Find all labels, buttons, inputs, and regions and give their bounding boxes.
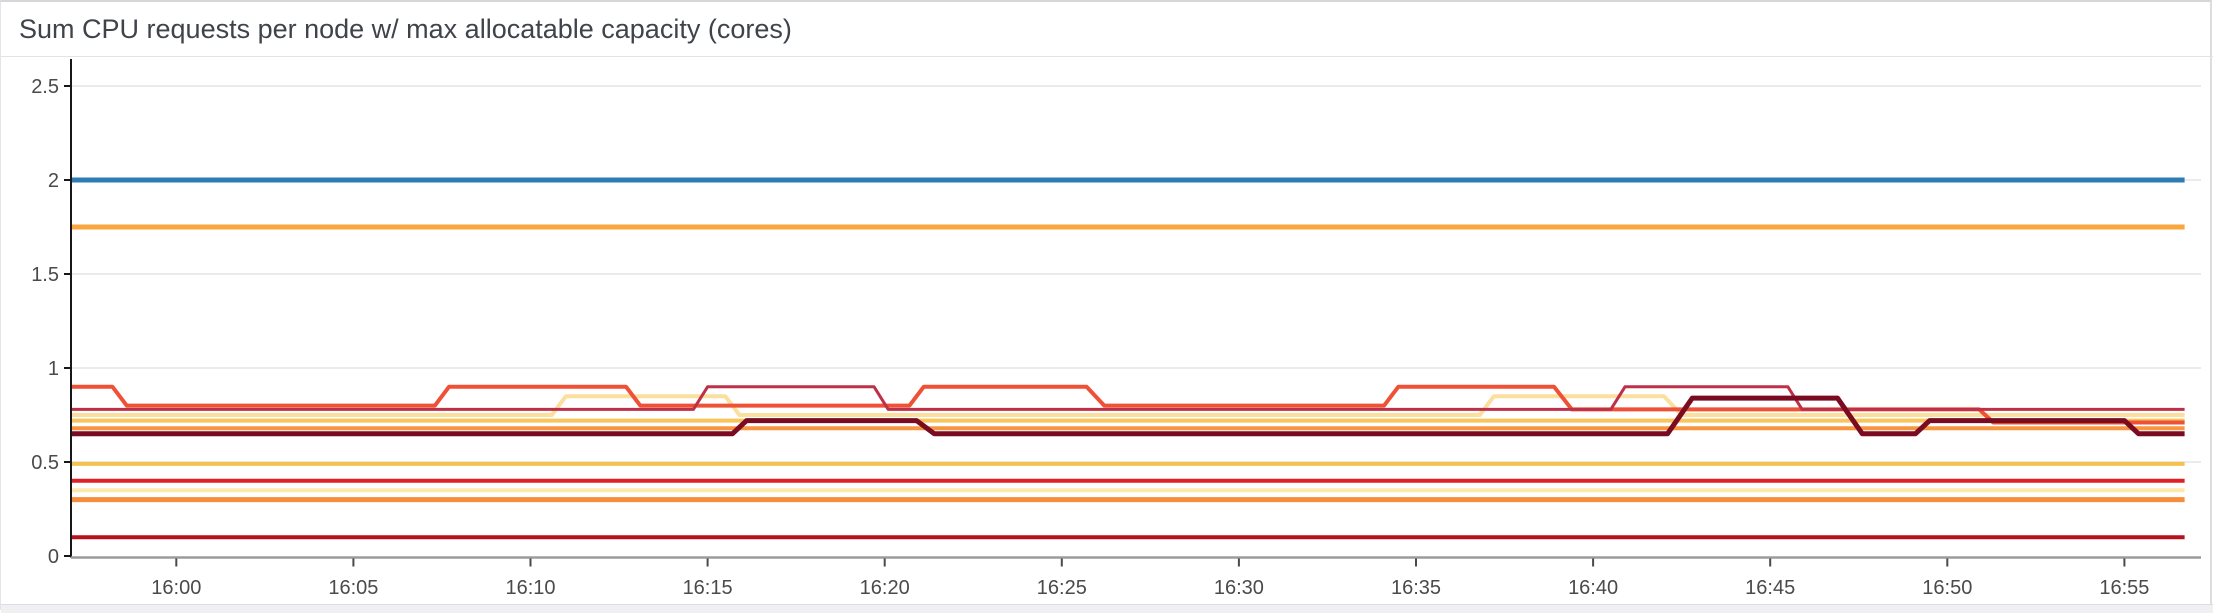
- x-tick-label-16:40: 16:40: [1568, 577, 1618, 599]
- y-tick-label-2.5: 2.5: [31, 76, 59, 98]
- y-tick-label-0.5: 0.5: [31, 452, 59, 474]
- y-tick-label-2: 2: [48, 170, 59, 192]
- title-separator: [1, 56, 2213, 57]
- panel-title: Sum CPU requests per node w/ max allocat…: [19, 14, 792, 44]
- series-line-s5-cream-steps: [72, 394, 2185, 417]
- series-line-s8-maroon-steps: [72, 395, 2185, 437]
- panel-bottom-edge: [1, 604, 2213, 613]
- x-tick-label-16:00: 16:00: [151, 577, 201, 599]
- y-tick-label-1: 1: [48, 358, 59, 380]
- x-tick-label-16:25: 16:25: [1037, 577, 1087, 599]
- x-tick-label-16:35: 16:35: [1391, 577, 1441, 599]
- series-line-s3-vermilion-steps: [72, 384, 2185, 425]
- x-tick-label-16:10: 16:10: [505, 577, 555, 599]
- x-tick-label-16:15: 16:15: [683, 577, 733, 599]
- y-tick-label-0: 0: [48, 546, 59, 568]
- x-tick-label-16:05: 16:05: [328, 577, 378, 599]
- y-tick-label-1.5: 1.5: [31, 264, 59, 286]
- x-tick-label-16:45: 16:45: [1745, 577, 1795, 599]
- x-tick-label-16:20: 16:20: [860, 577, 910, 599]
- x-tick-label-16:55: 16:55: [2099, 577, 2149, 599]
- x-tick-label-16:30: 16:30: [1214, 577, 1264, 599]
- x-tick-label-16:50: 16:50: [1922, 577, 1972, 599]
